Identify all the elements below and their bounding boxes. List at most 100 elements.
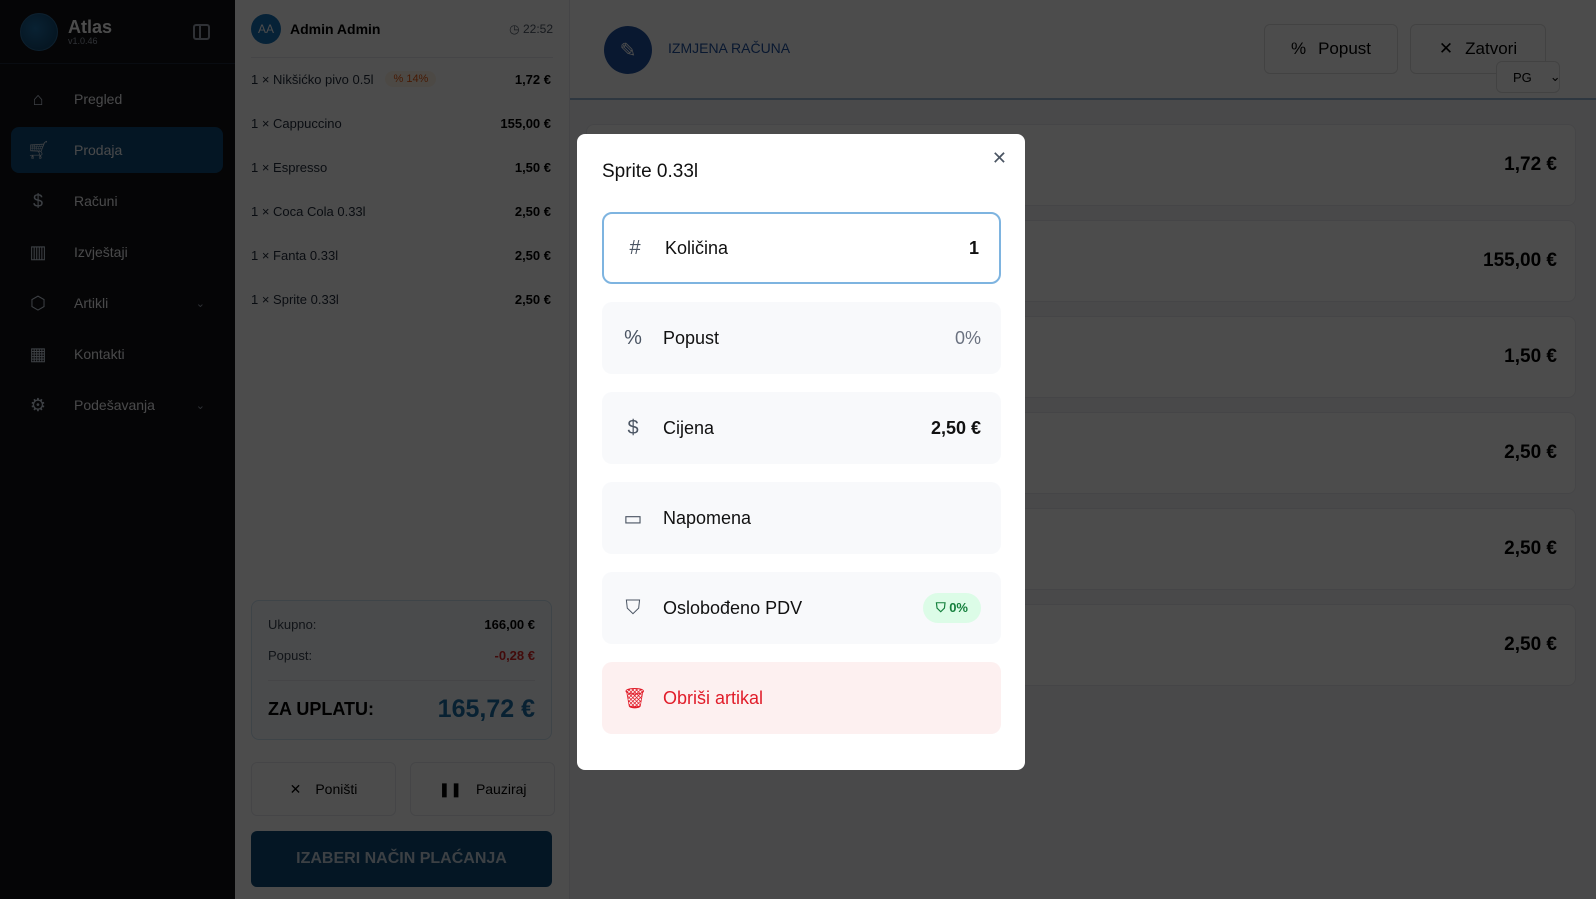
avatar: AA: [251, 13, 281, 44]
chart-icon: ▥: [29, 241, 47, 262]
app-version: v1.0.46: [68, 35, 98, 46]
discount-value: 0%: [954, 327, 981, 348]
quantity-value: 1: [968, 237, 979, 258]
sidebar-item-izvjestaji[interactable]: ▥ Izvještaji: [11, 229, 223, 275]
sidebar-item-podesavanja[interactable]: ⚙ Podešavanja ⌄: [11, 382, 223, 428]
message-icon: ▭: [623, 507, 643, 530]
chevron-down-icon: ⌄: [195, 399, 205, 412]
page-title: IZMJENA RAČUNA: [668, 40, 791, 56]
order-line[interactable]: 1 × Coca Cola 0.33l 2,50 €: [251, 201, 551, 221]
user-name: Admin Admin: [290, 20, 381, 37]
line-text: 1 × Fanta 0.33l: [251, 247, 339, 263]
vat-badge: ⛉ 0%: [922, 593, 981, 623]
order-line[interactable]: 1 × Sprite 0.33l 2,50 €: [251, 289, 551, 309]
sidebar-item-pregled[interactable]: ⌂ Pregled: [11, 76, 223, 122]
quantity-label: Količina: [665, 237, 729, 258]
clock: ◷ 22:52: [509, 22, 553, 36]
line-text: 1 × Cappuccino: [251, 115, 342, 131]
divider: [268, 680, 535, 681]
quantity-field[interactable]: # Količina 1: [602, 212, 1001, 284]
line-price: 155,00 €: [500, 115, 551, 131]
chevron-down-icon: ⌄: [195, 297, 205, 310]
home-icon: ⌂: [32, 88, 44, 109]
line-price: 2,50 €: [514, 203, 551, 219]
close-label: Zatvori: [1465, 39, 1518, 58]
order-line[interactable]: 1 × Fanta 0.33l 2,50 €: [251, 245, 551, 265]
cancel-button[interactable]: ✕ Poništi: [251, 762, 396, 816]
app-name: Atlas: [68, 16, 113, 37]
order-panel: AA Admin Admin ◷ 22:52 1 × Nikšićko pivo…: [235, 0, 570, 899]
nav-label: Artikli: [74, 295, 109, 311]
nav-label: Prodaja: [74, 142, 123, 158]
vat-label: Oslobođeno PDV: [663, 597, 803, 618]
main-header: ✎ IZMJENA RAČUNA % Popust ✕ Zatvori PG ⌄: [570, 0, 1596, 100]
line-text: 1 × Nikšićko pivo 0.5l: [251, 71, 374, 87]
sidebar-item-racuni[interactable]: $ Računi: [11, 178, 223, 224]
note-field[interactable]: ▭ Napomena: [602, 482, 1001, 554]
pause-label: Pauziraj: [475, 781, 527, 797]
language-select[interactable]: PG ⌄: [1496, 61, 1561, 93]
sidebar-item-artikli[interactable]: ⬡ Artikli ⌄: [11, 280, 223, 326]
box-icon: ⬡: [30, 292, 46, 313]
discount-label: Popust: [1318, 39, 1372, 58]
brand: Atlas v1.0.46: [0, 0, 235, 64]
chevron-down-icon: ⌄: [1549, 69, 1561, 84]
shield-off-icon: ⛉: [625, 596, 641, 619]
clock-icon: ◷: [509, 21, 523, 36]
note-label: Napomena: [663, 507, 752, 528]
user-header: AA Admin Admin ◷ 22:52: [251, 0, 553, 58]
percent-icon: %: [1290, 39, 1307, 58]
card-price: 2,50 €: [1504, 538, 1557, 559]
percent-icon: %: [624, 326, 642, 349]
line-price: 1,72 €: [514, 71, 551, 87]
cancel-label: Poništi: [315, 781, 358, 797]
total-label: Ukupno:: [268, 617, 317, 632]
close-icon[interactable]: ✕: [991, 148, 1007, 168]
price-field[interactable]: $ Cijena 2,50 €: [602, 392, 1001, 464]
pause-button[interactable]: ❚❚ Pauziraj: [410, 762, 555, 816]
vat-exempt-toggle[interactable]: ⛉ Oslobođeno PDV ⛉ 0%: [602, 572, 1001, 644]
modal-title: Sprite 0.33l: [602, 161, 699, 182]
discount-label: Popust:: [268, 648, 313, 663]
line-text: 1 × Coca Cola 0.33l: [251, 203, 366, 219]
building-icon: ▦: [29, 343, 47, 364]
shield-off-icon: ⛉: [935, 600, 950, 615]
close-icon: ✕: [1438, 39, 1454, 58]
choose-payment-button[interactable]: IZABERI NAČIN PLAĆANJA: [251, 831, 552, 887]
pencil-icon: ✎: [604, 26, 652, 74]
card-price: 2,50 €: [1504, 634, 1557, 655]
discount-button[interactable]: % Popust: [1264, 24, 1398, 74]
edit-item-modal: ✕ Sprite 0.33l # Količina 1 % Popust 0% $ Cij…: [577, 134, 1025, 770]
sidebar-item-prodaja[interactable]: 🛒︎ Prodaja: [11, 127, 223, 173]
cart-icon: 🛒︎: [27, 139, 50, 160]
total-value: 166,00 €: [484, 617, 535, 632]
atlas-logo: [20, 12, 58, 51]
discount-field[interactable]: % Popust 0%: [602, 302, 1001, 374]
delete-item-button[interactable]: 🗑︎ Obriši artikal: [602, 662, 1001, 734]
line-price: 2,50 €: [514, 247, 551, 263]
time: 22:52: [522, 21, 553, 36]
hash-icon: #: [629, 236, 641, 259]
order-line[interactable]: 1 × Nikšićko pivo 0.5l % 14% 1,72 €: [251, 69, 551, 89]
price-value: 2,50 €: [930, 417, 981, 438]
delete-label: Obriši artikal: [663, 687, 764, 708]
line-text: 1 × Sprite 0.33l: [251, 291, 339, 307]
pay-label: ZA UPLATU:: [268, 699, 374, 719]
pause-icon: ❚❚: [438, 780, 462, 797]
receipt-icon: $: [32, 190, 43, 211]
card-price: 1,72 €: [1504, 154, 1557, 175]
nav-label: Kontakti: [74, 346, 125, 362]
close-icon: ✕: [289, 780, 302, 797]
card-price: 1,50 €: [1504, 346, 1557, 367]
sidebar: Atlas v1.0.46 ⌂ Pregled 🛒︎ Prodaja $ Računi …: [0, 0, 235, 899]
pay-value: 165,72 €: [437, 695, 535, 723]
price-label: Cijena: [663, 417, 715, 438]
sidebar-item-kontakti[interactable]: ▦ Kontakti: [11, 331, 223, 377]
nav-label: Računi: [74, 193, 118, 209]
sidebar-toggle-icon[interactable]: [193, 24, 210, 40]
nav-label: Podešavanja: [74, 397, 155, 413]
vat-badge-value: 0%: [949, 600, 968, 615]
order-line[interactable]: 1 × Espresso 1,50 €: [251, 157, 551, 177]
total-row: Ukupno: 166,00 €: [268, 617, 535, 632]
order-line[interactable]: 1 × Cappuccino 155,00 €: [251, 113, 551, 133]
